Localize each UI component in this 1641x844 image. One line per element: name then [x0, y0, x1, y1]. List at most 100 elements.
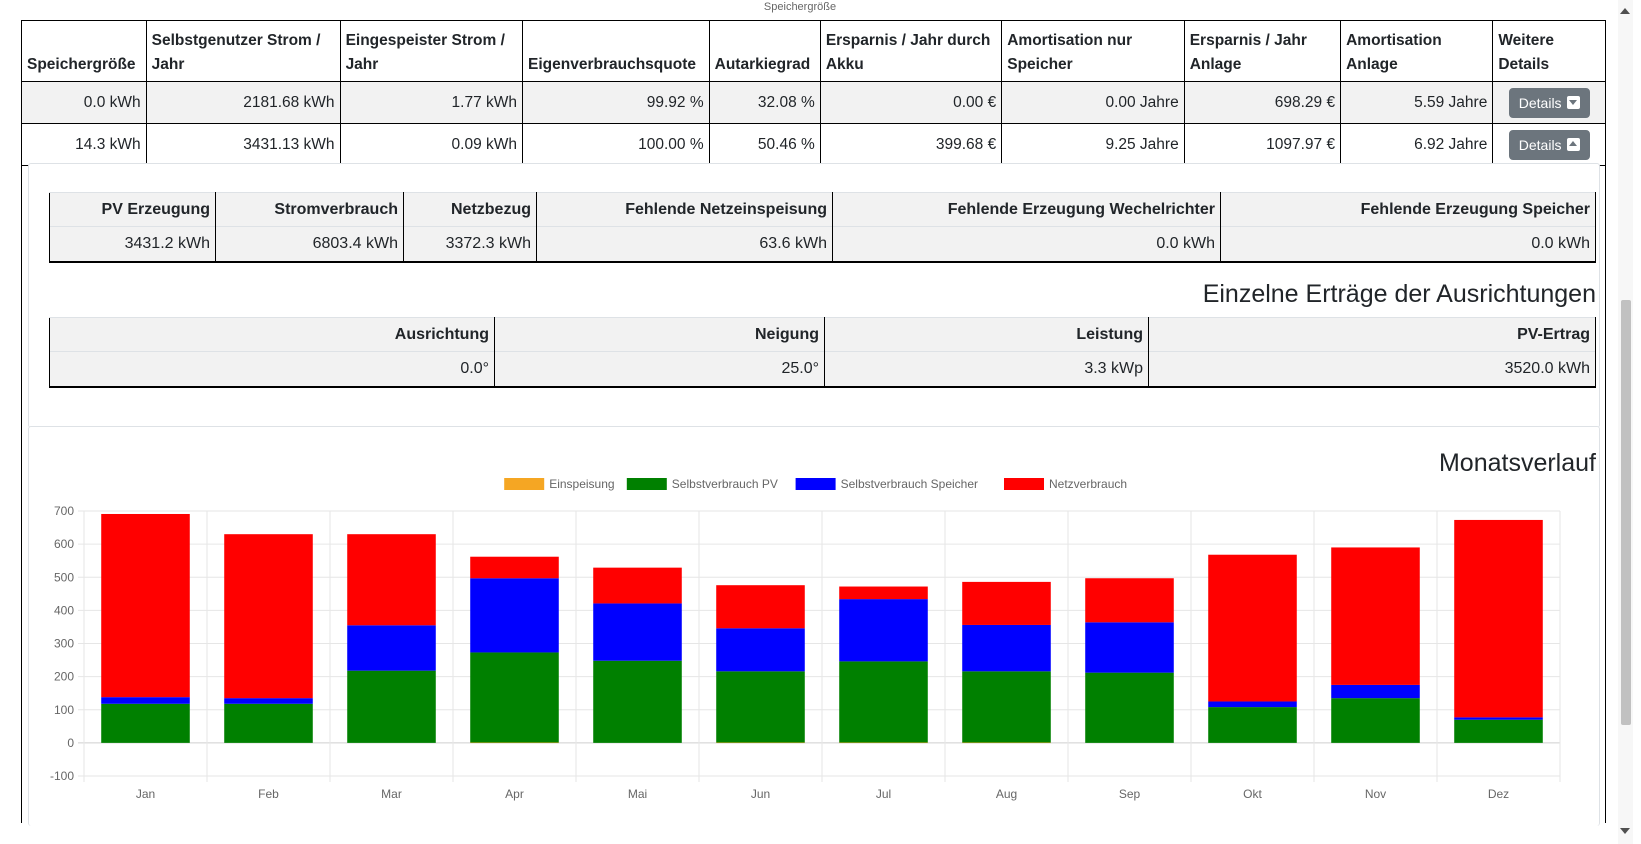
bar-segment	[470, 742, 559, 744]
table-row: 3431.2 kWh 6803.4 kWh 3372.3 kWh 63.6 kW…	[49, 226, 1596, 263]
table-cell: 0.0 kWh	[21, 81, 147, 124]
chart-section-title: Monatsverlauf	[1438, 449, 1596, 477]
details-cell: Details	[1492, 81, 1606, 124]
col-header: Stromverbrauch	[215, 192, 404, 227]
x-tick-label: Mai	[628, 787, 647, 801]
table-cell: 6.92 Jahre	[1340, 123, 1494, 166]
scrollbar-thumb[interactable]	[1621, 300, 1631, 725]
table-cell: 3.3 kWp	[824, 351, 1149, 388]
caret-up-icon	[1566, 138, 1580, 151]
x-tick-label: Jun	[751, 787, 770, 801]
bar-segment	[101, 697, 190, 704]
table-cell: 399.68 €	[819, 123, 1003, 166]
col-header: Speichergröße	[21, 20, 147, 82]
bar-segment	[839, 742, 928, 744]
col-header: Ersparnis / Jahr durch Akku	[819, 20, 1003, 82]
orientation-table: Ausrichtung Neigung Leistung PV-Ertrag 0…	[49, 317, 1596, 388]
bar-segment	[470, 578, 559, 653]
bar-segment	[1331, 547, 1420, 685]
table-cell: 25.0°	[494, 351, 825, 388]
bar-segment	[716, 628, 805, 672]
x-tick-label: Okt	[1243, 787, 1262, 801]
top-caption: Speichergröße	[763, 1, 837, 13]
bar-segment	[224, 698, 313, 704]
bar-segment	[470, 556, 559, 579]
bar-segment	[1085, 578, 1174, 623]
table-cell: 0.00 Jahre	[1001, 81, 1185, 124]
legend-swatch	[504, 478, 545, 490]
x-tick-label: Dez	[1488, 787, 1509, 801]
col-header: Eingespeister Strom / Jahr	[339, 20, 524, 82]
table-cell: 5.59 Jahre	[1340, 81, 1494, 124]
col-header: Selbstgenutzer Strom / Jahr	[145, 20, 341, 82]
table-cell: 698.29 €	[1183, 81, 1342, 124]
bar-segment	[1085, 622, 1174, 673]
orientation-header-row: Ausrichtung Neigung Leistung PV-Ertrag	[49, 317, 1596, 352]
x-tick-label: Jan	[136, 787, 155, 801]
x-tick-label: Aug	[996, 787, 1017, 801]
legend-swatch	[626, 478, 667, 490]
col-header: Leistung	[824, 317, 1149, 352]
y-tick-label: 100	[54, 703, 74, 717]
bar-segment	[1454, 719, 1543, 743]
bar-segment	[1454, 519, 1543, 718]
col-header: PV Erzeugung	[49, 192, 216, 227]
bar-segment	[962, 581, 1051, 625]
table-border-right	[1605, 163, 1606, 823]
table-cell: 0.0 kWh	[832, 226, 1221, 263]
col-header: PV-Ertrag	[1148, 317, 1596, 352]
details-cell: Details	[1492, 123, 1606, 166]
y-tick-label: 700	[54, 504, 74, 518]
bar-segment	[962, 624, 1051, 672]
bar-segment	[347, 534, 436, 626]
bar-segment	[470, 652, 559, 743]
col-header: Amortisation Anlage	[1340, 20, 1494, 82]
table-cell: 0.09 kWh	[339, 123, 524, 166]
bar-segment	[593, 603, 682, 661]
bar-segment	[1208, 701, 1297, 708]
bar-segment	[716, 671, 805, 743]
scroll-up-arrow-icon[interactable]	[1620, 8, 1630, 14]
table-cell: 1.77 kWh	[339, 81, 524, 124]
caret-down-icon	[1566, 96, 1580, 109]
table-row: 0.0° 25.0° 3.3 kWp 3520.0 kWh	[49, 351, 1596, 388]
bar-segment	[224, 534, 313, 699]
bar-segment	[593, 567, 682, 604]
legend-swatch	[795, 478, 836, 490]
table-cell: 32.08 %	[708, 81, 821, 124]
y-tick-label: 600	[54, 537, 74, 551]
col-header: Autarkiegrad	[708, 20, 821, 82]
bar-segment	[224, 703, 313, 743]
bar-segment	[962, 671, 1051, 743]
bar-segment	[839, 586, 928, 600]
bar-segment	[347, 625, 436, 671]
table-cell: 6803.4 kWh	[215, 226, 404, 263]
x-tick-label: Feb	[258, 787, 279, 801]
x-tick-label: Apr	[505, 787, 524, 801]
y-tick-label: 300	[54, 637, 74, 651]
legend-label: Selbstverbrauch PV	[672, 478, 778, 491]
col-header: Amortisation nur Speicher	[1001, 20, 1185, 82]
table-cell: 3431.2 kWh	[49, 226, 216, 263]
table-cell: 3372.3 kWh	[403, 226, 537, 263]
y-tick-label: 200	[54, 670, 74, 684]
details-button[interactable]: Details	[1508, 87, 1590, 118]
table-header-row: Speichergröße Selbstgenutzer Strom / Jah…	[21, 20, 1606, 82]
table-cell: 14.3 kWh	[21, 123, 147, 166]
table-cell: 3431.13 kWh	[145, 123, 341, 166]
bar-segment	[1454, 717, 1543, 720]
details-button[interactable]: Details	[1508, 129, 1590, 160]
y-tick-label: 400	[54, 603, 74, 617]
col-header: Netzbezug	[403, 192, 537, 227]
legend-swatch	[1004, 478, 1044, 490]
col-header: Ausrichtung	[49, 317, 495, 352]
bar-segment	[1208, 554, 1297, 702]
bar-segment	[1085, 672, 1174, 743]
bar-segment	[839, 599, 928, 662]
table-row: 14.3 kWh 3431.13 kWh 0.09 kWh 100.00 % 5…	[21, 123, 1606, 166]
col-header: Fehlende Erzeugung Wechelrichter	[832, 192, 1221, 227]
scroll-down-arrow-icon[interactable]	[1620, 828, 1630, 834]
bar-segment	[1331, 684, 1420, 699]
table-cell: 3520.0 kWh	[1148, 351, 1596, 388]
table-border-left	[21, 163, 22, 823]
